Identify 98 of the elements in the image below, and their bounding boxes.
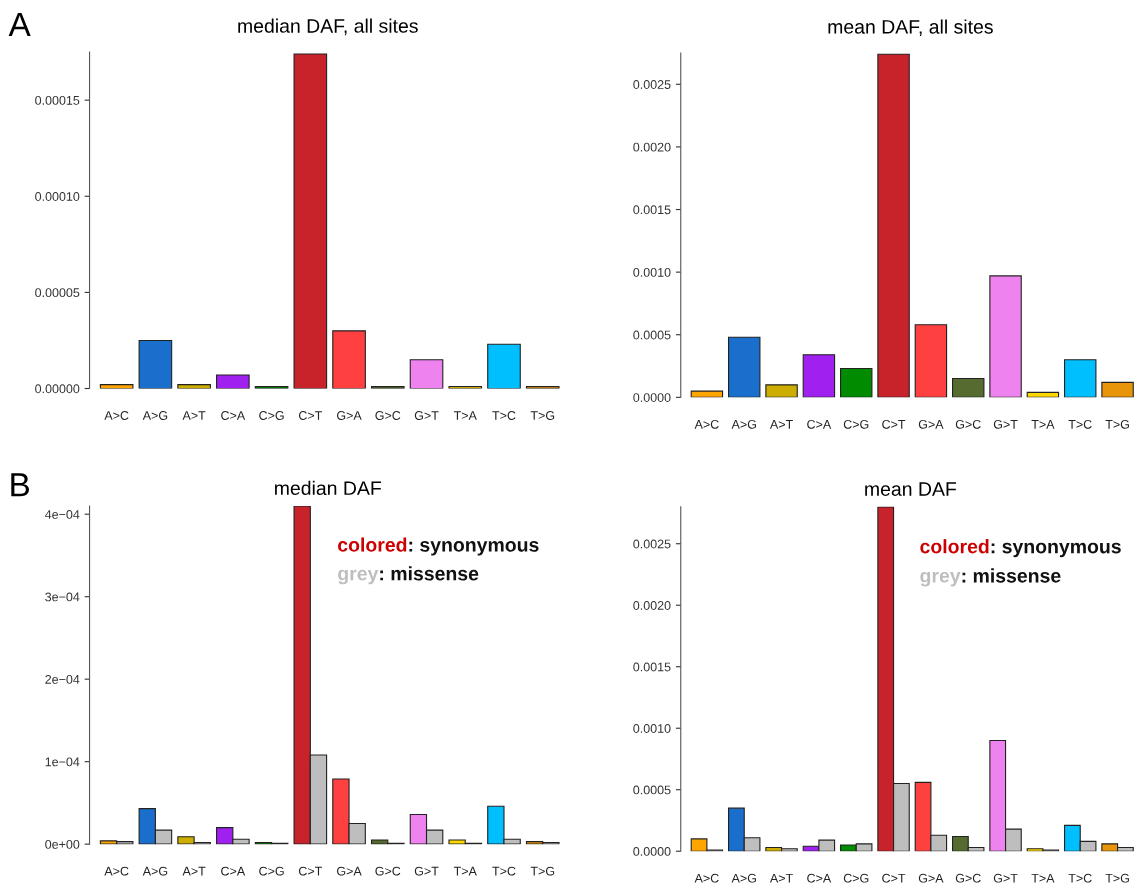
x-tick-label: G>T	[993, 419, 1018, 429]
y-tick-label: 0.0020	[633, 601, 671, 610]
x-tick-label: C>A	[221, 411, 246, 420]
y-tick-label: 0.0025	[633, 80, 671, 89]
bar	[487, 343, 521, 389]
x-tick-label: G>A	[918, 419, 944, 429]
y-tick-label: 4e−04	[45, 510, 80, 519]
text: grey: missense	[920, 568, 1061, 587]
y-tick-label: 0.0015	[633, 205, 671, 215]
bar	[690, 390, 724, 398]
text: A	[8, 12, 31, 36]
x-tick-label: C>T	[298, 866, 323, 876]
y-tick-label: 2e−04	[45, 674, 80, 684]
bar	[727, 336, 761, 398]
bar	[877, 53, 910, 398]
chart-title: mean DAF, all sites	[828, 19, 993, 37]
text: B	[11, 473, 30, 497]
x-tick-label: G>C	[955, 419, 981, 429]
bar	[914, 324, 948, 398]
x-tick-label: C>A	[807, 419, 832, 429]
y-tick-label: 0.0015	[633, 662, 671, 672]
x-tick-label: T>C	[492, 866, 516, 876]
chart-title: median DAF, all sites	[238, 18, 418, 36]
bar	[99, 384, 134, 389]
bar	[839, 367, 873, 398]
x-tick-label: A>T	[182, 411, 206, 420]
x-tick-label: G>T	[414, 866, 439, 876]
x-tick-label: C>A	[221, 866, 246, 876]
y-tick-label: 0.0010	[633, 724, 671, 733]
text: grey: missense	[338, 566, 479, 585]
y-tick-label: 0.0000	[633, 393, 671, 402]
x-tick-label: A>G	[142, 866, 168, 876]
y-tick-label: 1e−04	[45, 757, 80, 767]
y-tick-label: 0.0005	[633, 785, 671, 795]
x-tick-label: T>A	[1031, 420, 1055, 429]
y-tick-label: 0.0005	[633, 330, 671, 340]
x-tick-label: A>T	[769, 420, 793, 429]
x-tick-label: T>A	[1031, 873, 1055, 883]
bar	[1101, 381, 1134, 398]
bar	[332, 330, 366, 389]
x-tick-label: A>C	[104, 866, 129, 876]
y-tick-label: 0.00010	[35, 192, 80, 201]
x-tick-label: T>G	[530, 866, 555, 876]
chart-title: median DAF	[275, 480, 382, 496]
x-tick-label: G>A	[918, 873, 944, 883]
x-tick-label: G>A	[337, 866, 362, 876]
x-tick-label: T>G	[1105, 873, 1129, 883]
bar	[216, 374, 250, 389]
x-tick-label: T>A	[453, 411, 477, 420]
x-tick-label: C>G	[843, 873, 869, 883]
chart-title: mean DAF	[865, 482, 957, 496]
series-label: colored: synonymous	[920, 539, 1121, 558]
y-tick-label: 0.0010	[633, 267, 671, 277]
bar	[138, 339, 173, 389]
x-tick-label: G>C	[375, 866, 401, 876]
x-tick-label: C>T	[882, 419, 906, 429]
x-tick-label: A>G	[731, 419, 756, 429]
x-tick-label: C>G	[843, 419, 869, 429]
x-tick-label: G>A	[337, 411, 362, 420]
x-tick-label: T>G	[1105, 419, 1129, 429]
x-tick-label: A>C	[694, 873, 719, 883]
bar	[951, 378, 985, 398]
x-tick-label: A>T	[769, 873, 793, 883]
y-tick-label: 0e+00	[45, 839, 80, 849]
x-tick-label: C>T	[298, 411, 323, 420]
y-tick-label: 3e−04	[45, 592, 80, 602]
x-tick-label: G>T	[414, 411, 439, 420]
bar	[177, 384, 211, 389]
x-tick-label: T>A	[453, 866, 477, 876]
y-tick-label: 0.0020	[633, 142, 671, 152]
x-tick-label: G>C	[955, 873, 981, 883]
x-tick-label: C>G	[259, 866, 284, 876]
x-tick-label: A>G	[731, 873, 756, 883]
bar	[1063, 359, 1097, 398]
y-tick-label: 0.0025	[633, 539, 671, 549]
y-tick-label: 0.00005	[35, 288, 80, 298]
bar	[293, 53, 328, 389]
x-tick-label: A>G	[142, 411, 168, 420]
x-tick-label: T>C	[492, 411, 516, 420]
y-tick-label: 0.0000	[633, 847, 671, 856]
x-tick-label: C>G	[259, 411, 284, 420]
x-tick-label: T>C	[1068, 419, 1092, 429]
x-tick-label: C>A	[807, 873, 832, 883]
bar	[989, 275, 1022, 398]
x-tick-label: A>T	[182, 866, 206, 876]
bar	[409, 359, 444, 389]
bar	[765, 384, 798, 398]
x-tick-label: A>C	[104, 411, 129, 420]
y-tick-label: 0.00015	[35, 95, 80, 105]
x-tick-label: G>C	[375, 411, 401, 420]
x-tick-label: A>C	[694, 419, 719, 429]
x-tick-label: T>G	[530, 411, 555, 420]
x-tick-label: T>C	[1068, 873, 1092, 883]
y-tick-label: 0.00000	[35, 384, 80, 394]
x-tick-label: C>T	[882, 873, 906, 883]
x-tick-label: G>T	[993, 873, 1018, 883]
series-label: colored: synonymous	[338, 537, 539, 556]
bar	[802, 354, 836, 398]
